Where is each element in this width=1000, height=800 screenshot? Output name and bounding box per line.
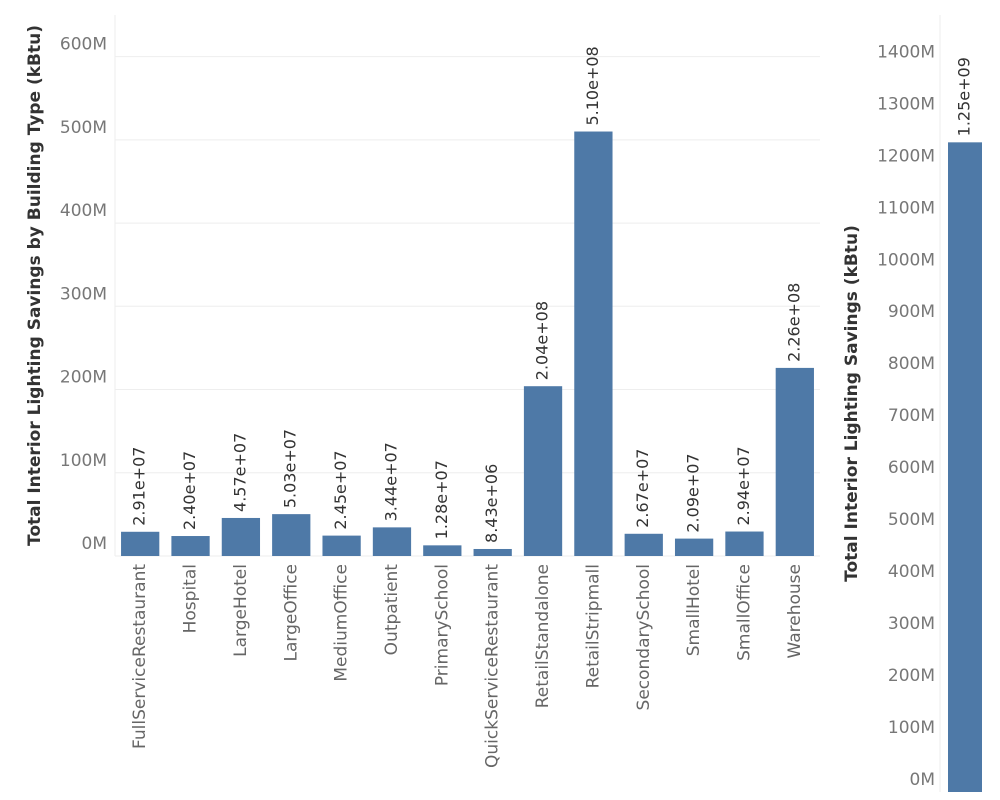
bar [221,517,261,556]
value-label: 3.44e+07 [381,442,400,521]
x-tick-label: LargeOffice [281,564,301,661]
value-label: 1.28e+07 [432,460,451,539]
x-tick-label: Outpatient [382,564,402,656]
value-label: 2.26e+08 [784,283,803,362]
x-tick-label: RetailStandalone [533,564,553,708]
y-tick-label: 1400M [877,42,935,62]
y-tick-label: 700M [888,406,935,426]
bar [523,386,563,556]
value-label: 2.91e+07 [130,447,149,526]
bar [725,531,764,556]
value-label: 2.45e+07 [331,450,350,529]
y-tick-label: 0M [82,534,107,554]
value-label: 1.25e+09 [955,57,974,136]
y-tick-label: 800M [888,354,935,374]
x-tick-label: SmallHotel [684,564,704,656]
y-axis-title: Total Interior Lighting Savings by Build… [25,25,45,546]
y-tick-label: 500M [888,510,935,530]
value-label: 2.40e+07 [180,451,199,530]
x-tick-label: SecondarySchool [634,564,654,710]
y-tick-label: 300M [888,614,935,634]
bar [372,527,412,556]
bar [322,535,361,556]
y-tick-label: 300M [60,284,107,304]
x-tick-label: PrimarySchool [432,564,452,686]
y-tick-label: 400M [888,562,935,582]
value-label: 5.10e+08 [583,46,602,125]
bar [121,531,160,556]
y-tick-label: 400M [60,201,107,221]
y-tick-label: 1000M [877,250,935,270]
bar [171,536,210,556]
x-tick-label: LargeHotel [231,564,251,657]
x-tick-label: RetailStripmall [583,564,603,688]
y-tick-label: 200M [60,368,107,388]
y-tick-label: 1200M [877,146,935,166]
y-tick-label: 200M [888,666,935,686]
y-axis-title: Total Interior Lighting Savings (kBtu) [842,225,862,582]
bar [423,545,462,556]
value-label: 2.04e+08 [533,301,552,380]
bar [574,131,613,556]
value-label: 5.03e+07 [281,429,300,508]
x-tick-label: Hospital [181,564,201,633]
x-tick-label: FullServiceRestaurant [130,564,150,749]
y-tick-label: 600M [60,35,107,55]
y-tick-label: 600M [888,458,935,478]
y-tick-label: 900M [888,302,935,322]
bar [674,538,714,556]
y-tick-label: 500M [60,118,107,138]
y-tick-label: 0M [910,770,935,790]
bar [775,367,814,556]
y-tick-label: 100M [888,718,935,738]
x-tick-label: MediumOffice [332,564,352,682]
x-tick-label: QuickServiceRestaurant [483,564,503,768]
value-label: 2.09e+07 [684,453,703,532]
x-tick-label: Warehouse [785,564,805,658]
value-label: 4.57e+07 [230,433,249,512]
y-tick-label: 1300M [877,94,935,114]
bar [624,533,663,556]
value-label: 8.43e+06 [482,464,501,543]
bar [948,142,982,792]
value-label: 2.94e+07 [734,446,753,525]
bar [272,514,311,556]
x-tick-label: SmallOffice [734,564,754,661]
bar [473,548,512,556]
y-tick-label: 1100M [877,198,935,218]
value-label: 2.67e+07 [633,449,652,528]
y-tick-label: 100M [60,451,107,471]
